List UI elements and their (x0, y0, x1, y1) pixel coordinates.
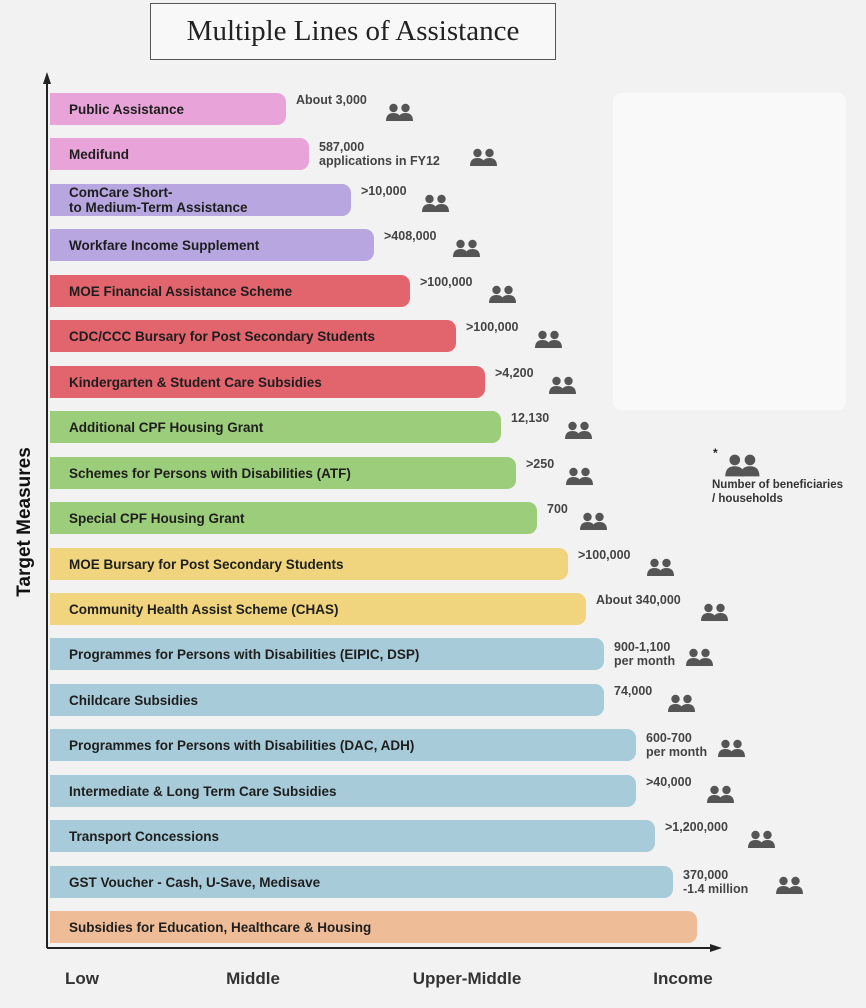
bar: Intermediate & Long Term Care Subsidies (50, 775, 636, 807)
people-icon (725, 454, 760, 477)
beneficiary-count: >1,200,000 (665, 820, 728, 834)
bar-label: Special CPF Housing Grant (69, 510, 245, 526)
people-icon (422, 194, 450, 212)
people-icon (776, 876, 804, 894)
x-axis-arrow (710, 944, 722, 952)
bar: Programmes for Persons with Disabilities… (50, 729, 636, 761)
people-icon (565, 421, 593, 439)
bar: Kindergarten & Student Care Subsidies (50, 366, 485, 398)
bar: Special CPF Housing Grant (50, 502, 537, 534)
beneficiary-count: 370,000 -1.4 million (683, 868, 749, 896)
legend-panel (613, 93, 846, 410)
bar: MOE Bursary for Post Secondary Students (50, 548, 568, 580)
people-icon (668, 694, 696, 712)
beneficiary-count: About 340,000 (596, 593, 681, 607)
legend-text: Number of beneficiaries / households (712, 479, 844, 505)
bar: ComCare Short- to Medium-Term Assistance (50, 184, 351, 216)
bar: Workfare Income Supplement (50, 229, 374, 261)
people-icon (452, 239, 480, 257)
people-icon (488, 285, 516, 303)
bar: CDC/CCC Bursary for Post Secondary Stude… (50, 320, 456, 352)
bar-label: MOE Financial Assistance Scheme (69, 283, 293, 299)
beneficiary-count: >100,000 (420, 275, 473, 289)
beneficiary-count: 74,000 (614, 684, 653, 698)
bar-label: Kindergarten & Student Care Subsidies (69, 374, 322, 390)
bar: MOE Financial Assistance Scheme (50, 275, 410, 307)
people-icon (748, 830, 775, 848)
tick-label-middle: Middle (226, 969, 280, 988)
people-icon (685, 648, 713, 666)
bar-label: ComCare Short- to Medium-Term Assistance (69, 185, 248, 215)
people-icon (470, 148, 497, 166)
bar: Additional CPF Housing Grant (50, 411, 501, 443)
bar-label: Additional CPF Housing Grant (69, 419, 264, 435)
legend-marker: * (713, 446, 718, 460)
tick-label-income: Income (653, 969, 713, 988)
bar: Transport Concessions (50, 820, 655, 852)
people-icon (717, 739, 745, 757)
beneficiary-count: >250 (526, 457, 555, 471)
beneficiary-count: 700 (547, 502, 568, 516)
bar-label: Subsidies for Education, Healthcare & Ho… (69, 919, 372, 935)
beneficiary-count: >40,000 (646, 775, 692, 789)
people-icon (386, 103, 414, 121)
bar: Schemes for Persons with Disabilities (A… (50, 457, 516, 489)
bar: Public Assistance (50, 93, 286, 125)
beneficiary-count: >100,000 (466, 320, 519, 334)
bar-label: Transport Concessions (69, 828, 220, 844)
bar-label: Programmes for Persons with Disabilities… (69, 646, 420, 662)
tick-label-upper-middle: Upper-Middle (412, 969, 522, 988)
bar-label: Schemes for Persons with Disabilities (A… (69, 465, 351, 481)
people-icon (700, 603, 728, 621)
tick-label-low: Low (65, 969, 99, 988)
bar-label: Medifund (69, 146, 129, 162)
bar-label: Childcare Subsidies (69, 692, 199, 708)
bar: Subsidies for Education, Healthcare & Ho… (50, 911, 697, 943)
beneficiary-count: >4,200 (495, 366, 534, 380)
beneficiary-count: 900-1,100 per month (614, 640, 676, 668)
beneficiary-count: About 3,000 (296, 93, 367, 107)
people-icon (534, 330, 562, 348)
bar-label: Programmes for Persons with Disabilities… (69, 737, 415, 753)
beneficiary-count: >408,000 (384, 229, 437, 243)
bar: Community Health Assist Scheme (CHAS) (50, 593, 586, 625)
bar-label: Intermediate & Long Term Care Subsidies (69, 783, 337, 799)
beneficiary-count: 600-700 per month (646, 731, 708, 759)
people-icon (565, 467, 593, 485)
beneficiary-count: 12,130 (511, 411, 550, 425)
beneficiary-count: >100,000 (578, 548, 631, 562)
bar-label: Workfare Income Supplement (69, 237, 260, 253)
bar: GST Voucher - Cash, U-Save, Medisave (50, 866, 673, 898)
bar-label: Public Assistance (69, 101, 185, 117)
bar: Childcare Subsidies (50, 684, 604, 716)
y-axis-arrow (43, 72, 51, 84)
beneficiary-count: 587,000 applications in FY12 (319, 140, 440, 168)
people-icon (646, 558, 674, 576)
bar-label: MOE Bursary for Post Secondary Students (69, 556, 344, 572)
bar: Medifund (50, 138, 309, 170)
bar-label: Community Health Assist Scheme (CHAS) (69, 601, 339, 617)
people-icon (579, 512, 607, 530)
bar-label: CDC/CCC Bursary for Post Secondary Stude… (69, 328, 376, 344)
people-icon (549, 376, 577, 394)
bar-label: GST Voucher - Cash, U-Save, Medisave (69, 874, 321, 890)
beneficiary-count: >10,000 (361, 184, 407, 198)
chart-title: Multiple Lines of Assistance (150, 3, 556, 60)
bar: Programmes for Persons with Disabilities… (50, 638, 604, 670)
people-icon (707, 785, 735, 803)
